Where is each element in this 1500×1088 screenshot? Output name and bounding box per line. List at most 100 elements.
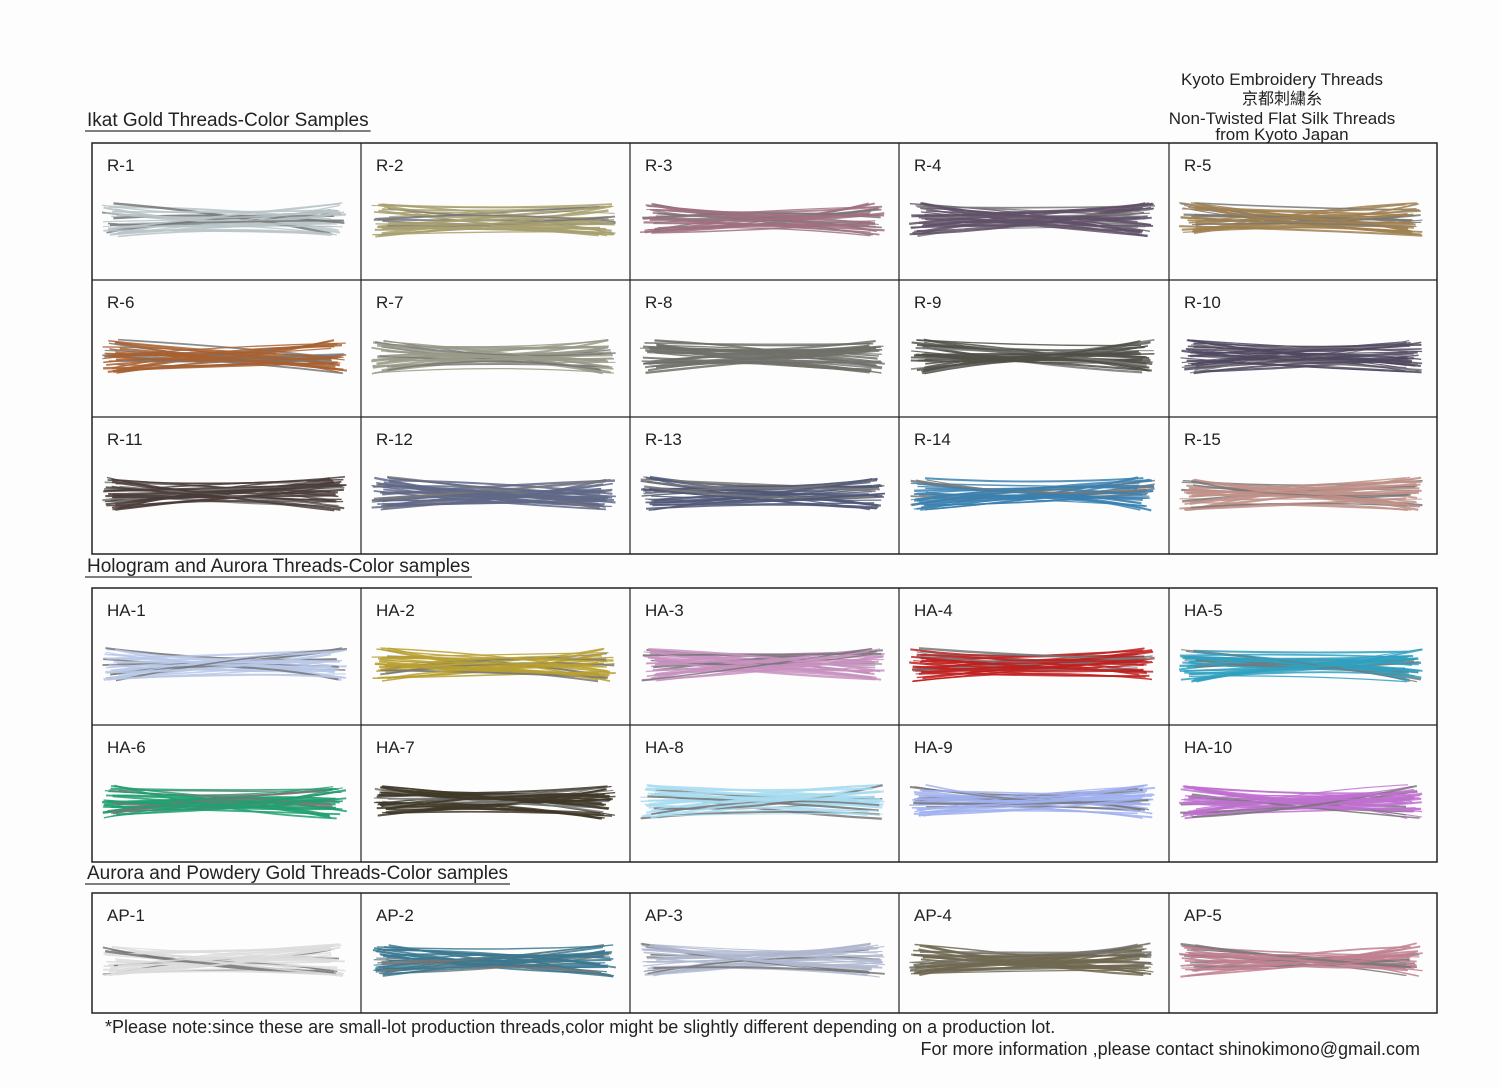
sample-label: R-7 (376, 293, 403, 312)
thread-strand (385, 794, 610, 810)
thread-sample (1179, 784, 1423, 820)
thread-strand (1180, 357, 1412, 373)
thread-strand (656, 944, 883, 954)
thread-strand (643, 485, 874, 500)
thread-strand (920, 784, 1147, 814)
thread-strand (650, 799, 877, 811)
thread-strand (1193, 649, 1408, 654)
thread-strand (373, 490, 607, 511)
thread-strand (1190, 655, 1410, 669)
sample-label: R-10 (1184, 293, 1221, 312)
thread-strand (651, 346, 871, 368)
thread-strand (1188, 796, 1422, 806)
thread-strand (1191, 479, 1415, 488)
thread-strand (114, 784, 337, 820)
thread-strand (110, 798, 333, 815)
thread-strand (647, 656, 885, 672)
thread-sample (640, 783, 885, 820)
thread-strand (103, 356, 332, 364)
thread-strand (1185, 954, 1410, 962)
thread-strand (653, 966, 885, 975)
thread-strand (112, 495, 338, 499)
thread-strand (1188, 660, 1406, 676)
thread-strand (641, 647, 872, 682)
thread-strand (919, 944, 1144, 977)
thread-strand (1192, 785, 1413, 798)
thread-strand (116, 359, 330, 363)
thread-strand (116, 944, 334, 973)
sample-label: R-13 (645, 430, 682, 449)
thread-strand (110, 219, 345, 227)
thread-strand (103, 478, 344, 492)
thread-strand (108, 205, 332, 221)
thread-sample (910, 476, 1155, 512)
thread-strand (916, 797, 1143, 811)
thread-sample (1178, 648, 1423, 683)
thread-strand (115, 341, 333, 365)
thread-sample (101, 784, 347, 820)
thread-strand (1181, 649, 1418, 683)
thread-strand (386, 668, 599, 681)
thread-strand (648, 216, 876, 227)
sample-label: HA-10 (1184, 738, 1232, 757)
sample-label: HA-1 (107, 601, 146, 620)
thread-strand (385, 339, 609, 348)
thread-sample (641, 647, 885, 682)
thread-sample (909, 647, 1155, 683)
thread-strand (376, 798, 613, 810)
thread-sample (372, 944, 617, 978)
thread-sample (102, 647, 348, 682)
header-line: 京都刺繍糸 (1242, 90, 1322, 108)
sample-label: HA-4 (914, 601, 953, 620)
thread-strand (376, 945, 605, 950)
thread-strand (381, 495, 616, 508)
thread-strand (1182, 225, 1417, 233)
footer-contact: For more information ,please contact shi… (921, 1039, 1420, 1059)
thread-sample (102, 943, 346, 978)
thread-strand (652, 964, 879, 975)
thread-strand (1187, 349, 1419, 361)
thread-strand (105, 647, 337, 661)
thread-strand (382, 226, 599, 237)
sample-label: R-6 (107, 293, 134, 312)
thread-strand (1190, 354, 1421, 368)
thread-sample (909, 783, 1156, 819)
thread-strand (646, 783, 883, 807)
thread-strand (657, 224, 880, 236)
thread-strand (642, 487, 877, 510)
thread-strand (914, 658, 1138, 673)
sample-label: R-2 (376, 156, 403, 175)
thread-strand (383, 340, 604, 367)
thread-strand (380, 647, 608, 672)
thread-strand (387, 810, 604, 816)
thread-strand (646, 787, 873, 792)
thread-strand (908, 215, 1152, 227)
sample-label: HA-2 (376, 601, 415, 620)
thread-sample (639, 202, 885, 237)
sample-label: AP-5 (1184, 906, 1222, 925)
thread-strand (910, 647, 1145, 658)
thread-strand (921, 340, 1141, 359)
thread-strand (920, 663, 1144, 673)
thread-strand (105, 652, 331, 674)
thread-strand (914, 488, 1142, 501)
thread-strand (916, 655, 1155, 663)
thread-strand (111, 970, 337, 976)
thread-strand (918, 647, 1147, 661)
thread-sample (101, 202, 347, 238)
sample-label: HA-6 (107, 738, 146, 757)
thread-strand (108, 340, 342, 358)
thread-sample (640, 942, 885, 978)
sample-label: HA-9 (914, 738, 953, 757)
sample-label: AP-4 (914, 906, 952, 925)
thread-strand (380, 662, 607, 671)
thread-strand (648, 648, 881, 673)
sample-label: AP-1 (107, 906, 145, 925)
thread-strand (652, 210, 876, 223)
thread-strand (642, 947, 868, 963)
thread-strand (387, 360, 601, 371)
thread-strand (651, 347, 883, 364)
thread-strand (1190, 949, 1415, 964)
sample-label: R-12 (376, 430, 413, 449)
